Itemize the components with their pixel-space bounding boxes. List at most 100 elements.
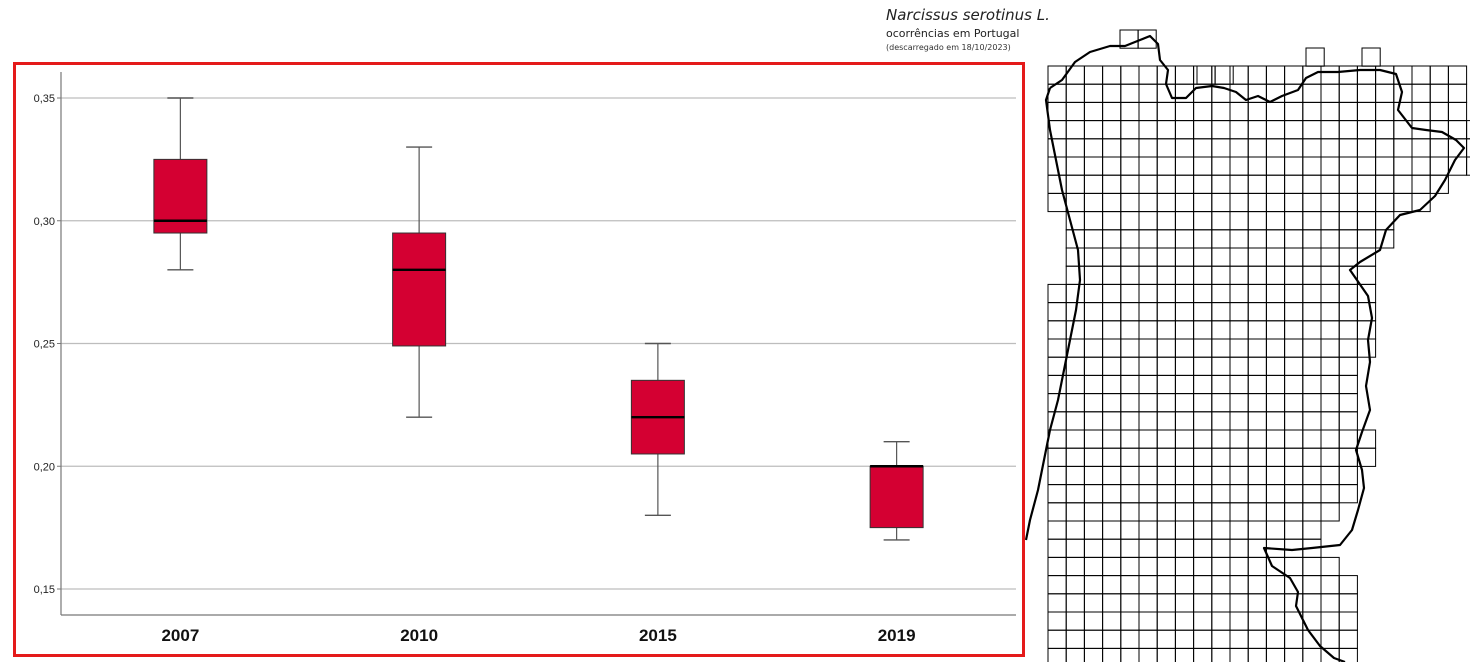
map-grid-cell bbox=[1102, 229, 1122, 249]
map-grid-cell bbox=[1138, 447, 1158, 467]
map-grid-cell bbox=[1265, 120, 1286, 140]
map-grid-cell bbox=[1302, 629, 1322, 649]
map-grid-cell bbox=[1193, 629, 1213, 649]
map-grid-cell bbox=[1338, 393, 1358, 413]
map-grid-cell bbox=[1156, 229, 1176, 249]
map-grid-cell bbox=[1302, 429, 1322, 449]
map-grid-cell bbox=[1065, 156, 1085, 176]
map-grid-cell bbox=[1284, 283, 1304, 304]
map-grid-cell bbox=[1447, 101, 1468, 122]
map-grid-cell bbox=[1211, 629, 1231, 649]
map-grid-cell bbox=[1156, 465, 1176, 486]
map-grid-cell bbox=[1065, 265, 1085, 285]
map-grid-cell bbox=[1247, 575, 1267, 595]
map-grid-cell bbox=[1120, 356, 1140, 376]
map-grid-cell bbox=[1375, 174, 1395, 194]
map-grid-cell bbox=[1338, 120, 1358, 140]
map-grid-cell bbox=[1174, 211, 1195, 231]
map-grid-cell bbox=[1083, 138, 1104, 158]
map-grid-cell bbox=[1284, 156, 1304, 176]
map-grid-cell bbox=[1338, 283, 1358, 304]
map-grid-cell bbox=[1229, 374, 1249, 395]
map-grid-cell bbox=[1156, 156, 1176, 176]
map-grid-cell bbox=[1193, 520, 1213, 540]
map-grid-cell bbox=[1393, 138, 1413, 158]
map-grid-cell bbox=[1083, 465, 1104, 486]
map-grid-cell bbox=[1138, 120, 1158, 140]
map-grid-cell bbox=[1320, 575, 1340, 595]
map-grid-cell bbox=[1320, 156, 1340, 176]
map-grid-cell bbox=[1193, 429, 1213, 449]
map-grid-cell bbox=[1375, 192, 1395, 213]
map-grid-cell bbox=[1138, 611, 1158, 631]
grid-lines bbox=[61, 97, 1016, 590]
map-grid-cell bbox=[1138, 156, 1158, 176]
map-grid-cell bbox=[1302, 465, 1322, 486]
map-grid-cell bbox=[1302, 502, 1322, 522]
map-grid-cell bbox=[1305, 47, 1325, 67]
map-grid-cell bbox=[1120, 283, 1140, 304]
map-grid-cell bbox=[1265, 229, 1286, 249]
map-grid-cell bbox=[1265, 283, 1286, 304]
map-grid-cell bbox=[1120, 647, 1140, 662]
map-grid-cell bbox=[1047, 611, 1067, 631]
map-grid-cell bbox=[1047, 556, 1067, 577]
map-grid-cell bbox=[1193, 556, 1213, 577]
map-grid-cell bbox=[1320, 356, 1340, 376]
map-grid-cell bbox=[1338, 484, 1358, 504]
map-grid-cell bbox=[1229, 320, 1249, 340]
map-grid-cell bbox=[1102, 575, 1122, 595]
map-grid-cell bbox=[1338, 429, 1358, 449]
map-grid-cell bbox=[1411, 83, 1431, 103]
map-grid-cell bbox=[1083, 338, 1104, 358]
map-grid-cell bbox=[1083, 65, 1104, 85]
map-grid-cell bbox=[1120, 229, 1140, 249]
map-grid-cell bbox=[1356, 138, 1377, 158]
map-grid-cell bbox=[1320, 211, 1340, 231]
map-grid-cell bbox=[1065, 629, 1085, 649]
map-grid-cell bbox=[1156, 447, 1176, 467]
x-category-label: 2019 bbox=[878, 626, 916, 645]
map-grid-cell bbox=[1338, 101, 1358, 122]
map-grid-cell bbox=[1120, 174, 1140, 194]
map-grid-cell bbox=[1361, 47, 1381, 67]
x-category-label: 2007 bbox=[161, 626, 199, 645]
map-grid-cell bbox=[1356, 192, 1377, 213]
map-grid-cell bbox=[1083, 629, 1104, 649]
map-grid-cell bbox=[1229, 101, 1249, 122]
map-grid-cell bbox=[1065, 120, 1085, 140]
map-grid-cell bbox=[1320, 192, 1340, 213]
y-tick-label: 0,25 bbox=[34, 339, 55, 351]
map-grid-cell bbox=[1211, 120, 1231, 140]
map-grid-cell bbox=[1193, 265, 1213, 285]
map-grid-cell bbox=[1320, 247, 1340, 267]
map-grid-cell bbox=[1302, 484, 1322, 504]
map-grid-cell bbox=[1265, 302, 1286, 322]
map-grid-cell bbox=[1284, 65, 1304, 85]
map-grid-cell bbox=[1302, 374, 1322, 395]
map-grid-cell bbox=[1174, 156, 1195, 176]
map-grid-cell bbox=[1138, 356, 1158, 376]
map-grid-cell bbox=[1083, 502, 1104, 522]
map-grid-cell bbox=[1047, 502, 1067, 522]
map-grid-cell bbox=[1211, 265, 1231, 285]
map-grid-cell bbox=[1229, 393, 1249, 413]
map-grid-cell bbox=[1284, 211, 1304, 231]
map-grid-cell bbox=[1083, 283, 1104, 304]
map-grid-cells bbox=[1047, 29, 1470, 662]
map-grid-cell bbox=[1138, 229, 1158, 249]
map-grid-cell bbox=[1265, 65, 1286, 85]
map-grid-cell bbox=[1265, 520, 1286, 540]
map-grid-cell bbox=[1247, 629, 1267, 649]
map-grid-cell bbox=[1211, 393, 1231, 413]
map-grid-cell bbox=[1120, 83, 1140, 103]
map-grid-cell bbox=[1120, 502, 1140, 522]
map-grid-cell bbox=[1265, 447, 1286, 467]
map-grid-cell bbox=[1156, 138, 1176, 158]
map-grid-cell bbox=[1338, 174, 1358, 194]
map-grid-cell bbox=[1265, 101, 1286, 122]
map-grid-cell bbox=[1138, 174, 1158, 194]
map-grid-cell bbox=[1211, 302, 1231, 322]
map-grid-cell bbox=[1120, 447, 1140, 467]
map-grid-cell bbox=[1265, 611, 1286, 631]
